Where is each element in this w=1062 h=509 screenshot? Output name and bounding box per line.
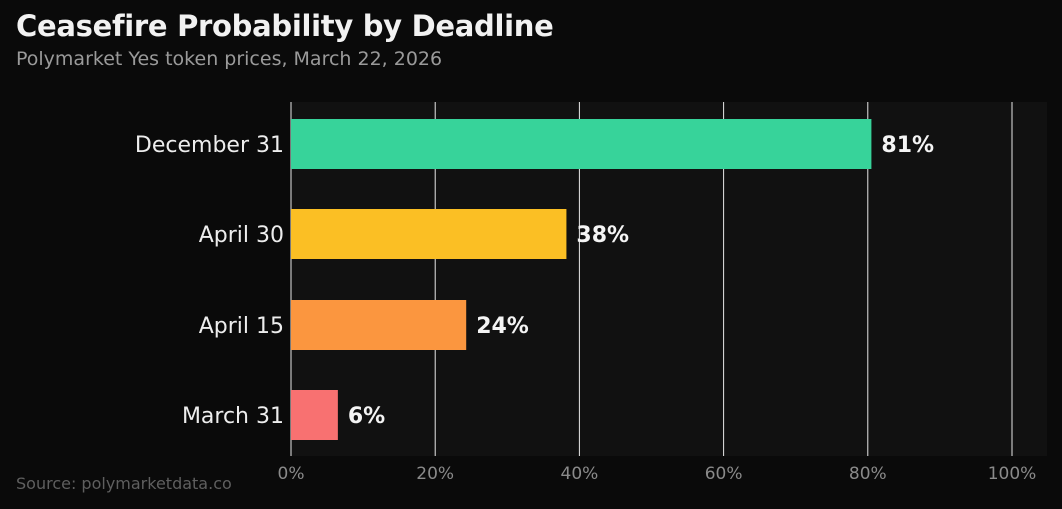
category-label: March 31 (182, 404, 284, 429)
value-label: 6% (348, 404, 385, 429)
bar (291, 390, 338, 440)
bar (291, 300, 467, 350)
category-label: April 30 (199, 223, 284, 248)
chart-subtitle: Polymarket Yes token prices, March 22, 2… (16, 48, 443, 70)
x-tick-label: 80% (849, 464, 887, 484)
chart-source: Source: polymarketdata.co (16, 474, 232, 493)
value-label: 81% (881, 133, 934, 158)
category-label: April 15 (199, 314, 284, 339)
value-label: 24% (476, 314, 529, 339)
x-tick-label: 60% (705, 464, 743, 484)
x-tick-label: 100% (988, 464, 1037, 484)
value-label: 38% (576, 223, 629, 248)
x-tick-label: 40% (561, 464, 599, 484)
bar (291, 119, 872, 169)
category-label: December 31 (135, 133, 284, 158)
bar (291, 209, 567, 259)
chart-title: Ceasefire Probability by Deadline (16, 9, 554, 43)
x-tick-label: 0% (278, 464, 305, 484)
x-tick-label: 20% (416, 464, 454, 484)
